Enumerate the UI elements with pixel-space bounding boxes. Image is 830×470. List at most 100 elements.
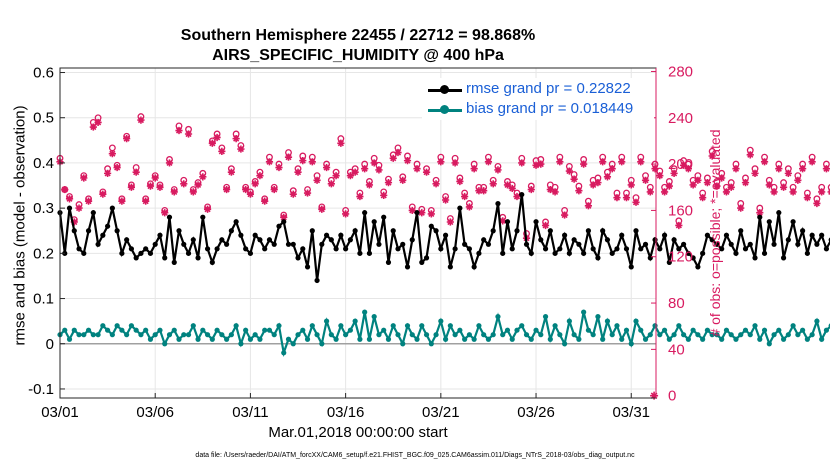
bias-point: [357, 336, 363, 342]
rmse-point: [414, 210, 420, 216]
evaluated-obs-point: [618, 158, 626, 166]
bias-point: [190, 323, 196, 329]
bias-point: [162, 341, 168, 347]
rmse-point: [304, 264, 311, 270]
bias-point: [576, 336, 582, 342]
rmse-point: [143, 246, 149, 252]
evaluated-obs-point: [132, 168, 140, 176]
evaluated-obs-point: [294, 168, 302, 176]
evaluated-obs-point: [303, 189, 312, 197]
evaluated-obs-point: [518, 159, 526, 167]
evaluated-obs-point: [275, 163, 283, 172]
x-axis-label: Mar.01,2018 00:00:00 start: [268, 424, 448, 441]
bias-point: [133, 327, 139, 333]
rmse-point: [666, 259, 672, 265]
evaluated-obs-point: [218, 147, 226, 155]
bias-point: [671, 332, 677, 338]
bias-point: [581, 309, 587, 315]
evaluated-obs-point: [146, 182, 155, 190]
rmse-point: [243, 246, 249, 252]
bias-point: [390, 323, 396, 329]
bias-point: [719, 336, 725, 342]
evaluated-obs-point: [246, 190, 255, 198]
rmse-point: [390, 228, 396, 234]
rmse-point: [514, 228, 520, 234]
evaluated-obs-point: [413, 165, 421, 173]
rmse-point: [276, 223, 282, 229]
bias-point: [571, 332, 577, 338]
right-tick-label: 160: [668, 202, 693, 219]
evaluated-obs-point: [265, 158, 274, 166]
bias-point: [214, 327, 220, 333]
evaluated-obs-point: [813, 199, 821, 208]
left-tick-label: 0.2: [33, 245, 54, 262]
bias-point: [414, 336, 420, 342]
evaluated-obs-point: [327, 180, 335, 188]
evaluated-obs-point: [584, 202, 593, 210]
evaluated-obs-point: [599, 158, 607, 166]
evaluated-obs-point: [142, 197, 150, 205]
evaluated-obs-point: [656, 172, 664, 180]
rmse-point: [642, 241, 649, 247]
right-tick-label: 240: [668, 110, 693, 127]
evaluated-obs-point: [575, 187, 583, 195]
rmse-point: [462, 241, 468, 247]
rmse-point: [466, 246, 472, 252]
evaluated-obs-point: [475, 187, 483, 195]
bias-point: [100, 323, 106, 329]
rmse-point: [438, 246, 444, 252]
bias-point: [790, 323, 796, 329]
bias-point: [81, 332, 87, 338]
evaluated-obs-point: [84, 197, 93, 205]
rmse-point: [804, 250, 810, 256]
right-tick-label: 200: [668, 156, 693, 173]
rmse-point: [333, 246, 339, 252]
bias-point: [195, 336, 201, 342]
bias-point: [590, 332, 596, 338]
rmse-point: [147, 250, 154, 256]
rmse-point: [66, 205, 73, 211]
evaluated-obs-point: [775, 165, 783, 173]
evaluated-obs-point: [342, 210, 350, 218]
bias-point: [690, 327, 696, 333]
rmse-point: [381, 214, 387, 220]
evaluated-obs-point: [779, 183, 788, 191]
bias-point: [419, 323, 425, 329]
evaluated-obs-point: [175, 126, 183, 135]
bias-point: [252, 332, 258, 338]
bias-point: [281, 350, 287, 356]
rmse-point: [133, 255, 139, 261]
rmse-point: [423, 255, 430, 261]
evaluated-obs-point: [494, 166, 502, 174]
bias-point: [309, 323, 315, 329]
rmse-point: [671, 237, 677, 243]
evaluated-obs-point: [408, 206, 416, 215]
evaluated-obs-point: [108, 150, 116, 158]
rmse-point: [185, 250, 192, 256]
legend-label-bias: bias grand pr = 0.018449: [466, 100, 634, 117]
evaluated-obs-point: [651, 165, 659, 173]
rmse-point: [519, 191, 525, 198]
right-tick-label: 40: [668, 341, 685, 358]
evaluated-obs-point: [641, 176, 650, 184]
right-tick-label: 120: [668, 249, 693, 266]
bias-point: [609, 332, 615, 338]
evaluated-obs-point: [746, 151, 754, 159]
rmse-point: [281, 219, 287, 225]
bias-point: [704, 327, 711, 333]
rmse-point: [681, 241, 687, 247]
evaluated-obs-point: [461, 192, 469, 201]
evaluated-obs-point: [208, 139, 216, 147]
bias-point: [476, 323, 482, 329]
rmse-point: [124, 237, 130, 243]
rmse-point: [771, 241, 777, 247]
bias-point: [333, 336, 339, 342]
bias-point: [509, 336, 515, 342]
evaluated-obs-point: [765, 181, 773, 189]
bias-point: [495, 314, 501, 320]
rmse-point: [538, 237, 544, 243]
rmse-point: [700, 250, 706, 256]
rmse-point: [752, 255, 758, 261]
bias-point: [295, 332, 301, 338]
evaluated-obs-point: [480, 187, 488, 195]
